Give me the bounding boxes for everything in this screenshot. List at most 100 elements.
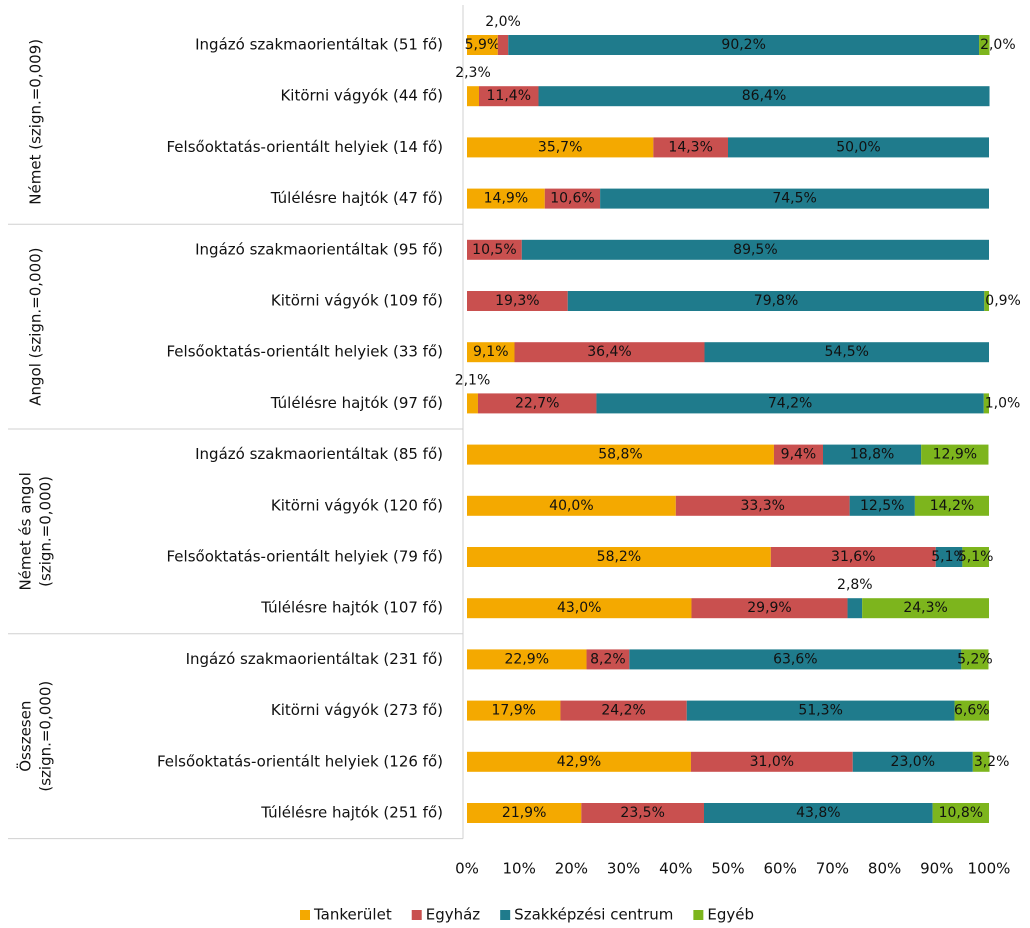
bar-segment bbox=[467, 751, 691, 772]
category-label: Ingázó szakmaorientáltak (95 fő) bbox=[195, 240, 443, 258]
bar-segment bbox=[690, 751, 853, 772]
bar-segment bbox=[467, 291, 568, 311]
data-label: 17,9% bbox=[491, 703, 535, 719]
bar-segment bbox=[691, 598, 848, 619]
bar-segment bbox=[467, 495, 676, 516]
category-label: Felsőoktatás-orientált helyiek (14 fő) bbox=[167, 138, 444, 156]
data-label: 2,3% bbox=[455, 65, 491, 81]
x-tick-label: 70% bbox=[816, 860, 849, 878]
data-label: 12,5% bbox=[860, 498, 904, 514]
bar-segment bbox=[508, 35, 980, 55]
category-label: Kitörni vágyók (44 fő) bbox=[280, 87, 443, 105]
data-label: 3,2% bbox=[974, 754, 1010, 770]
bar-segment bbox=[675, 495, 850, 516]
data-label: 74,5% bbox=[772, 191, 816, 207]
bar-segment bbox=[467, 137, 654, 158]
bar-segment bbox=[467, 547, 771, 567]
data-label: 22,7% bbox=[515, 395, 559, 411]
category-label: Ingázó szakmaorientáltak (231 fő) bbox=[186, 650, 443, 668]
data-label: 51,3% bbox=[798, 703, 842, 719]
bar-segment bbox=[600, 188, 989, 209]
data-label: 23,5% bbox=[620, 805, 664, 821]
data-label: 22,9% bbox=[505, 651, 549, 667]
legend-label: Szakképzési centrum bbox=[514, 906, 673, 924]
data-label: 31,6% bbox=[831, 549, 875, 565]
x-tick-label: 80% bbox=[868, 860, 901, 878]
bar-segment bbox=[979, 35, 990, 55]
data-label: 2,8% bbox=[837, 577, 873, 593]
legend-swatch bbox=[411, 910, 422, 920]
data-label: 6,6% bbox=[954, 703, 990, 719]
bar-segment bbox=[914, 495, 989, 516]
data-label: 54,5% bbox=[825, 344, 869, 360]
data-label: 50,0% bbox=[836, 139, 880, 155]
category-label: Túlélésre hajtók (251 fő) bbox=[260, 804, 443, 822]
category-label: Ingázó szakmaorientáltak (51 fő) bbox=[195, 36, 443, 54]
data-label: 11,4% bbox=[487, 88, 531, 104]
data-label: 2,0% bbox=[485, 14, 521, 30]
category-label: Kitörni vágyók (109 fő) bbox=[271, 292, 443, 310]
bar-segment bbox=[467, 342, 515, 363]
category-label: Kitörni vágyók (120 fő) bbox=[271, 496, 443, 514]
x-tick-label: 90% bbox=[920, 860, 953, 878]
data-label: 36,4% bbox=[587, 344, 631, 360]
bar-segment bbox=[704, 342, 989, 363]
group-label: (szign.=0,000) bbox=[37, 476, 55, 587]
x-tick-label: 20% bbox=[555, 860, 588, 878]
data-label: 14,9% bbox=[484, 191, 528, 207]
bar-segment bbox=[823, 444, 922, 465]
data-label: 10,8% bbox=[939, 805, 983, 821]
bar-segment bbox=[954, 700, 989, 721]
group-label: Angol (szign.=0,000) bbox=[27, 247, 45, 405]
data-label: 9,1% bbox=[473, 344, 509, 360]
category-label: Túlélésre hajtók (97 fő) bbox=[270, 394, 443, 412]
category-label: Felsőoktatás-orientált helyiek (33 fő) bbox=[167, 343, 444, 361]
data-label: 29,9% bbox=[747, 600, 791, 616]
data-label: 5,9% bbox=[465, 37, 501, 53]
data-label: 86,4% bbox=[742, 88, 786, 104]
data-label: 14,2% bbox=[930, 498, 974, 514]
bar-segment bbox=[984, 291, 989, 311]
legend-label: Egyház bbox=[426, 906, 481, 924]
bar-segment bbox=[962, 547, 989, 567]
group-label: Összesen bbox=[16, 701, 35, 772]
bar-segment bbox=[479, 86, 539, 107]
data-label: 33,3% bbox=[740, 498, 784, 514]
bar-segment bbox=[467, 649, 587, 670]
bar-segment bbox=[961, 649, 989, 670]
data-label: 23,0% bbox=[891, 754, 935, 770]
bar-segment bbox=[728, 137, 989, 158]
category-label: Túlélésre hajtók (107 fő) bbox=[260, 599, 443, 617]
bar-segment bbox=[581, 803, 704, 823]
x-tick-label: 100% bbox=[968, 860, 1011, 878]
data-label: 58,2% bbox=[597, 549, 641, 565]
bar-segment bbox=[544, 188, 601, 209]
x-tick-label: 0% bbox=[455, 860, 479, 878]
bar-segment bbox=[596, 393, 984, 414]
bar-segment bbox=[467, 803, 582, 823]
bar-segment bbox=[586, 649, 630, 670]
data-label: 79,8% bbox=[754, 293, 798, 309]
bar-segment bbox=[567, 291, 985, 311]
data-label: 2,1% bbox=[455, 372, 491, 388]
data-label: 89,5% bbox=[733, 242, 777, 258]
data-label: 2,0% bbox=[980, 37, 1016, 53]
bar-segment bbox=[686, 700, 955, 721]
bar-segment bbox=[629, 649, 962, 670]
x-tick-label: 30% bbox=[607, 860, 640, 878]
bar-segment bbox=[514, 342, 705, 363]
data-label: 24,2% bbox=[601, 703, 645, 719]
category-label: Felsőoktatás-orientált helyiek (79 fő) bbox=[167, 548, 444, 566]
group-label: Német és angol bbox=[17, 472, 35, 590]
bar-segment bbox=[932, 803, 989, 823]
group-label: (szign.=0,000) bbox=[37, 681, 55, 792]
legend-label: Tankerület bbox=[313, 906, 392, 924]
data-label: 74,2% bbox=[768, 395, 812, 411]
data-label: 40,0% bbox=[549, 498, 593, 514]
bar-segment bbox=[467, 35, 498, 55]
bar-segment bbox=[935, 547, 963, 567]
data-label: 58,8% bbox=[598, 447, 642, 463]
data-label: 18,8% bbox=[850, 447, 894, 463]
bar-segment bbox=[467, 700, 561, 721]
